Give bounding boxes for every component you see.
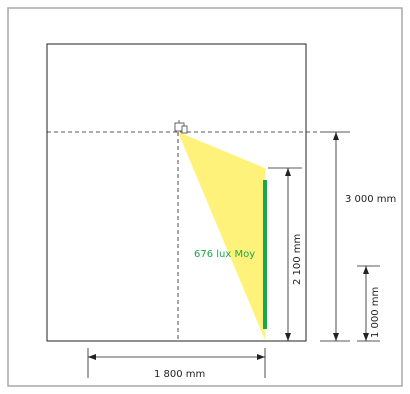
room-outline: [46, 43, 307, 342]
room-height-label: 3 000 mm: [345, 194, 396, 205]
light-beam: [178, 132, 265, 340]
outer-frame: [7, 7, 403, 387]
room-height-dimension: [320, 131, 350, 342]
luminaire-icon: [174, 120, 188, 134]
target-height-label: 2 100 mm: [292, 234, 303, 285]
mount-height-dimension: [357, 265, 380, 342]
target-height-dimension: [268, 167, 302, 342]
mount-height-label: 1 000 mm: [370, 287, 381, 338]
horizontal-distance-label: 1 800 mm: [154, 369, 205, 380]
lux-label: 676 lux Moy: [194, 249, 255, 260]
horizontal-distance-dimension: [87, 348, 266, 378]
